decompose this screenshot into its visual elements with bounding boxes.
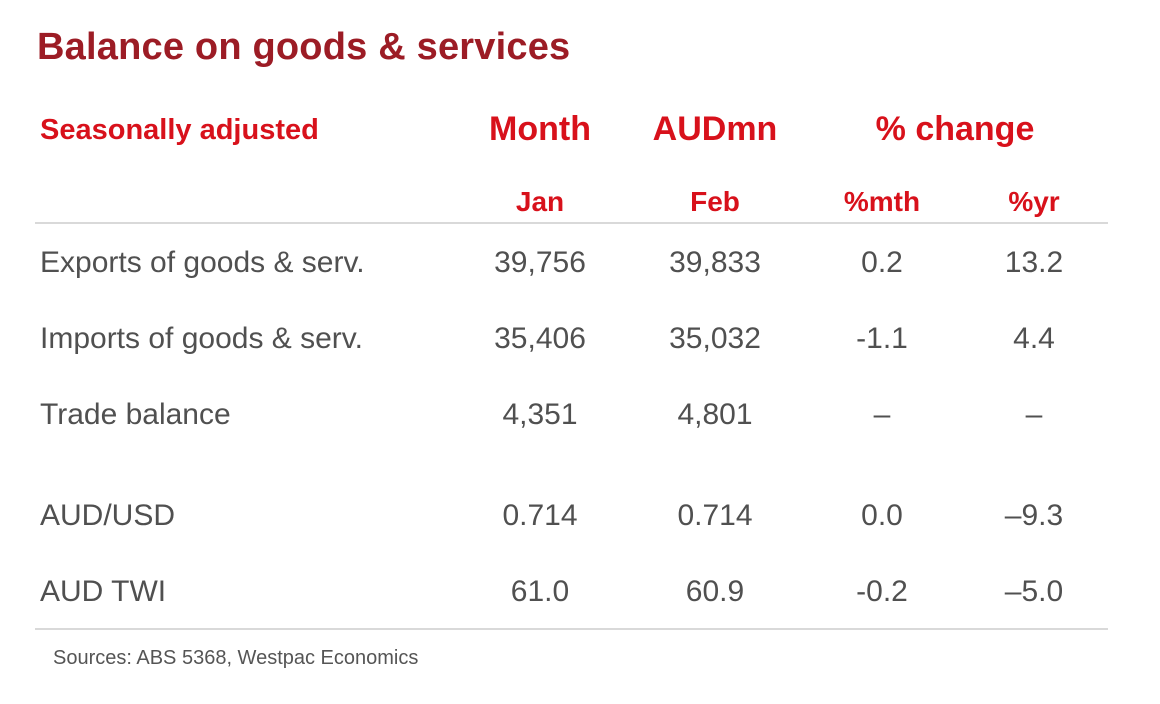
header-percent-change: % change [875, 110, 1035, 148]
cell-mth: – [873, 398, 891, 431]
cell-jan: 35,406 [494, 322, 586, 355]
cell-mth: -1.1 [856, 322, 908, 355]
footer-divider [35, 628, 1108, 630]
cell-mth: -0.2 [856, 575, 908, 608]
cell-yr: – [1025, 398, 1043, 431]
cell-yr: –9.3 [1004, 499, 1064, 532]
row-label: AUD/USD [40, 499, 176, 532]
cell-yr: 13.2 [1004, 246, 1064, 279]
cell-yr: –5.0 [1004, 575, 1064, 608]
cell-feb: 4,801 [677, 398, 753, 431]
cell-feb: 39,833 [669, 246, 761, 279]
row-label: Imports of goods & serv. [40, 322, 363, 355]
header-seasonally-adjusted: Seasonally adjusted [40, 114, 319, 146]
row-label: Exports of goods & serv. [40, 246, 365, 279]
row-label: AUD TWI [40, 575, 167, 608]
row-label: Trade balance [40, 398, 231, 431]
cell-yr: 4.4 [1013, 322, 1055, 355]
header-divider [35, 222, 1108, 224]
source-note: Sources: ABS 5368, Westpac Economics [53, 647, 419, 669]
table-title: Balance on goods & services [37, 26, 571, 68]
column-header-mth: %mth [843, 186, 921, 217]
cell-feb: 35,032 [669, 322, 761, 355]
cell-jan: 39,756 [494, 246, 586, 279]
column-header-feb: Feb [690, 186, 740, 217]
cell-jan: 0.714 [502, 499, 578, 532]
cell-jan: 61.0 [510, 575, 570, 608]
column-header-yr: %yr [1008, 186, 1060, 217]
cell-mth: 0.2 [861, 246, 903, 279]
column-header-jan: Jan [515, 186, 565, 217]
header-unit: AUDmn [652, 110, 778, 148]
cell-mth: 0.0 [861, 499, 903, 532]
cell-jan: 4,351 [502, 398, 578, 431]
cell-feb: 0.714 [677, 499, 753, 532]
header-month: Month [489, 110, 591, 148]
cell-feb: 60.9 [685, 575, 745, 608]
